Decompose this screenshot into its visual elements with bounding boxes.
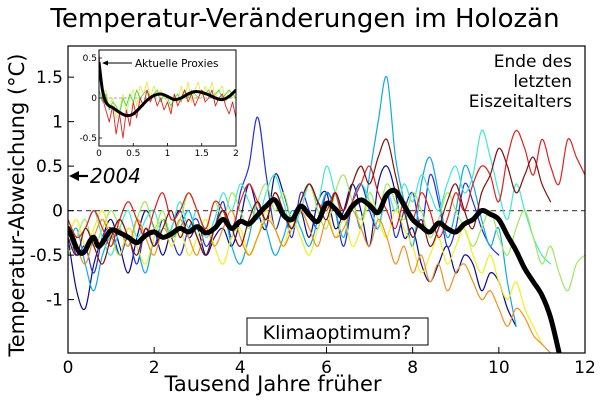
y-tick-label: 1 [52, 113, 63, 133]
inset-x-tick-label: 1 [165, 149, 171, 159]
x-tick-label: 4 [235, 358, 246, 378]
ice-age-line-3: Eiszeitalters [469, 92, 572, 112]
inset-y-tick-label: 0.5 [83, 54, 97, 64]
inset-arrow-head-icon [102, 60, 108, 66]
y-tick-label: 1.5 [36, 68, 63, 88]
marker-2004: 2004 [69, 164, 141, 188]
y-axis-label: Temperatur-Abweichung (°C) [5, 54, 29, 358]
series-line-4 [68, 174, 585, 292]
y-axis: -1 -0.5 0 0.5 1 1.5 [30, 68, 74, 311]
inset-y-tick-label: 0 [91, 94, 97, 104]
series-line-6 [68, 210, 552, 353]
inset-x-tick-label: 2 [233, 149, 239, 159]
series-line-0 [68, 165, 517, 327]
arrow-left-head-icon [69, 171, 79, 181]
marker-2004-label: 2004 [90, 164, 141, 188]
inset-series-mean [99, 61, 236, 118]
ice-age-line-2: letzten [513, 72, 572, 92]
y-tick-label: -1 [46, 291, 63, 311]
y-tick-label: 0.5 [36, 157, 63, 177]
inset-axes: 0 0.5 1 1.5 2 -0.5 0 0.5 [79, 54, 238, 159]
inset-plot-area [99, 53, 236, 139]
plot-area [68, 76, 585, 353]
series-line-7 [68, 129, 585, 247]
y-tick-label: 0 [52, 202, 63, 222]
series-line-5 [68, 201, 543, 345]
optimum-annotation: Klimaoptimum? [246, 317, 429, 346]
inset-series-group [99, 53, 236, 139]
x-tick-label: 6 [321, 358, 332, 378]
x-axis: 0 2 4 6 8 10 12 [63, 347, 596, 378]
inset-label: Aktuelle Proxies [135, 58, 219, 70]
x-tick-label: 10 [488, 358, 510, 378]
inset-x-tick-label: 1.5 [195, 149, 209, 159]
x-tick-label: 12 [574, 358, 596, 378]
x-tick-label: 0 [63, 358, 74, 378]
optimum-label: Klimaoptimum? [263, 322, 412, 344]
y-tick-label: -0.5 [30, 246, 63, 266]
inset-x-tick-label: 0.5 [126, 149, 140, 159]
series-line-mean [68, 187, 562, 353]
inset-series-2 [99, 53, 236, 139]
inset-x-tick-label: 0 [96, 149, 102, 159]
ice-age-line-1: Ende des [494, 52, 572, 72]
inset-y-tick-label: -0.5 [79, 134, 97, 144]
x-tick-label: 8 [407, 358, 418, 378]
x-tick-label: 2 [149, 358, 160, 378]
ice-age-annotation: Ende des letzten Eiszeitalters [469, 52, 572, 112]
optimum-box [246, 317, 429, 346]
inset-chart: 0 0.5 1 1.5 2 -0.5 0 0.5 Aktuelle Proxies [79, 49, 239, 159]
x-axis-label: Tausend Jahre früher [163, 372, 381, 396]
series-group [68, 76, 585, 353]
chart-title: Temperatur-Veränderungen im Holozän [49, 4, 559, 34]
